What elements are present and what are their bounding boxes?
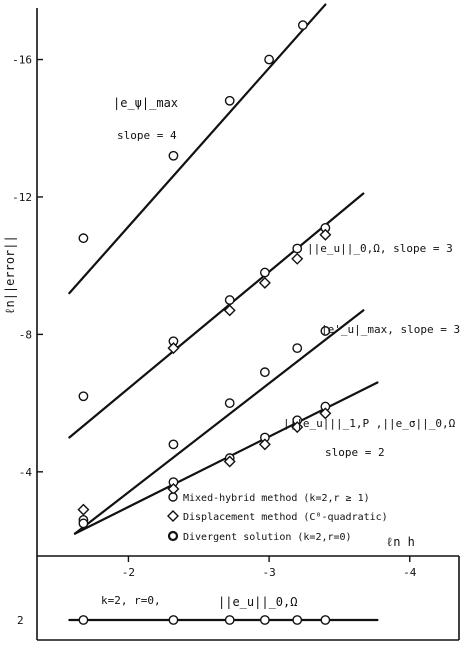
- data-point-circle: [264, 54, 274, 65]
- legend-text-mixed-hybrid: Mixed-hybrid method (k=2,r ≥ 1): [183, 493, 370, 504]
- lower-panel: k=2, r=0, ||e_u||_0,Ω 2: [17, 594, 379, 627]
- y-tick-label: -4: [19, 466, 33, 479]
- data-point-circle: [78, 391, 89, 402]
- data-point-circle: [78, 518, 89, 529]
- lower-data-point: [168, 615, 179, 625]
- data-point-diamond: [258, 276, 271, 289]
- y-tick-label: -16: [12, 54, 32, 67]
- x-axis-label: ℓn h: [386, 535, 415, 549]
- legend-marker-divergent: [167, 530, 179, 542]
- data-point-circle: [168, 150, 179, 161]
- epsi-label: |e_ψ|_max: [113, 96, 178, 110]
- lower-panel-series-label: ||e_u||_0,Ω: [218, 595, 297, 609]
- data-point-circle: [320, 326, 331, 336]
- data-point-circle: [224, 398, 235, 409]
- epsi-slope-label: slope = 4: [117, 129, 177, 142]
- x-tick-label: -2: [122, 566, 135, 579]
- data-point-diamond: [77, 503, 90, 516]
- fit-line: [68, 192, 365, 439]
- fit-line: [73, 309, 365, 535]
- data-point-diamond: [319, 407, 332, 420]
- data-point-diamond: [319, 228, 332, 241]
- lower-data-point: [78, 615, 89, 625]
- data-point-circle: [78, 233, 89, 244]
- lower-data-point: [224, 615, 235, 625]
- data-point-circle: [259, 367, 270, 378]
- data-point-diamond: [291, 421, 304, 434]
- lower-panel-annotation: k=2, r=0,: [101, 594, 161, 607]
- eu0-label: ||e_u||_0,Ω, slope = 3: [307, 242, 453, 255]
- data-point-diamond: [223, 455, 236, 468]
- lower-y-tick-label: 2: [17, 614, 24, 627]
- data-point-circle: [259, 267, 270, 278]
- x-tick-label: -4: [403, 566, 417, 579]
- data-point-circle: [297, 20, 308, 31]
- lower-data-point: [320, 615, 331, 625]
- lower-data-point: [292, 615, 303, 625]
- data-markers: [77, 20, 332, 529]
- y-axis-label: ℓn||error||: [3, 235, 17, 314]
- y-ticks: -4 -8 -12 -16: [12, 54, 43, 479]
- data-point-diamond: [291, 252, 304, 265]
- eup-label: |e'_u|_max, slope = 3: [321, 323, 460, 336]
- data-point-circle: [224, 95, 235, 106]
- legend-marker-displacement: [167, 510, 179, 522]
- x-tick-label: -3: [262, 566, 275, 579]
- data-point-circle: [224, 295, 235, 305]
- legend-marker-mixed-hybrid: [168, 492, 178, 502]
- x-ticks: -2 -3 -4: [122, 556, 417, 579]
- energy-norm-label: |||e_u|||_1,P ,||e_σ||_0,Ω: [283, 417, 456, 430]
- data-point-circle: [292, 243, 303, 254]
- data-point-diamond: [167, 342, 180, 355]
- y-tick-label: -12: [12, 191, 32, 204]
- y-tick-label: -8: [19, 328, 32, 341]
- data-point-diamond: [223, 304, 236, 317]
- fit-lines: [68, 3, 379, 535]
- legend-text-displacement: Displacement method (C⁰-quadratic): [183, 512, 388, 523]
- lower-data-point: [259, 615, 270, 625]
- fit-line: [68, 3, 327, 295]
- series-annotations: |e_ψ|_max slope = 4 ||e_u||_0,Ω, slope =…: [113, 96, 460, 459]
- data-point-diamond: [258, 438, 271, 451]
- data-point-circle: [292, 343, 303, 354]
- energy-slope-label: slope = 2: [325, 446, 385, 459]
- legend-text-divergent: Divergent solution (k=2,r=0): [183, 532, 352, 543]
- legend: Mixed-hybrid method (k=2,r ≥ 1) Displace…: [167, 492, 388, 543]
- data-point-circle: [168, 439, 179, 450]
